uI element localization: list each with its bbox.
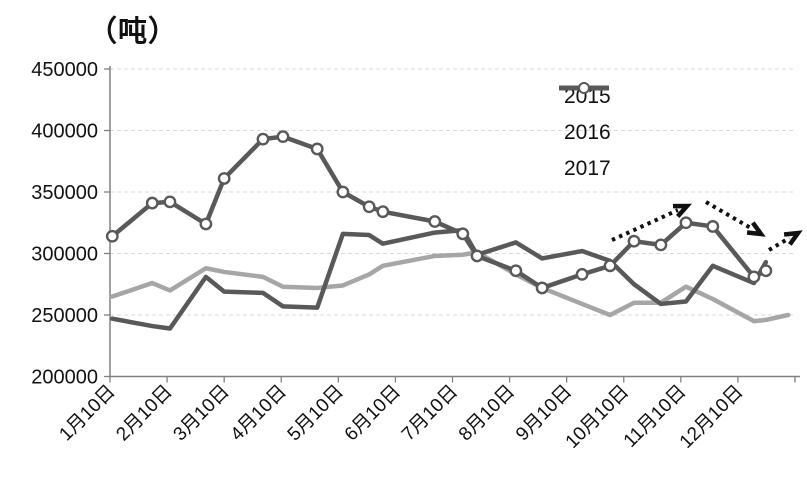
x-axis-tick-label: 5月10日 (284, 381, 348, 445)
series-2017-marker (575, 268, 589, 281)
series-2017-marker (145, 196, 159, 210)
series-2017-marker (199, 217, 213, 231)
x-axis-tick-label: 8月10日 (455, 381, 519, 445)
x-axis-tick-label: 4月10日 (227, 381, 291, 445)
x-axis-tick-label: 3月10日 (170, 381, 234, 445)
legend: 2015 2016 2017 (558, 82, 708, 184)
legend-item-2016: 2016 (558, 85, 708, 148)
series-2017-marker (376, 205, 390, 219)
x-axis-tick-label: 12月10日 (676, 381, 748, 453)
series-2017-marker (509, 264, 523, 278)
chart-title: （吨） (88, 16, 179, 48)
series-2017-marker (535, 281, 549, 295)
x-axis-tick-label: 1月10日 (55, 381, 119, 445)
legend-label-2015: 2015 (564, 85, 611, 108)
y-axis-tick-label: 350000 (31, 182, 98, 204)
series-2017-marker (654, 238, 668, 252)
series-2017-marker (470, 249, 484, 263)
series-2017-marker (679, 216, 693, 230)
y-axis-tick-label: 200000 (31, 367, 98, 389)
y-axis-tick-label: 400000 (31, 121, 98, 143)
series-2016-line (110, 227, 769, 331)
series-2017-marker (362, 200, 376, 214)
series-2017-marker (428, 215, 442, 228)
legend-swatch-2017-line-with-marker (559, 82, 609, 94)
series-2017-marker (336, 185, 350, 199)
trend-arrow-head (746, 221, 766, 237)
trend-arrow-dotted-shaft (704, 200, 754, 231)
legend-label-2017: 2017 (564, 157, 611, 180)
x-axis-tick-label: 6月10日 (341, 381, 405, 445)
y-axis-tick-label: 250000 (31, 305, 98, 327)
trend-arrow-dotted-shaft (611, 208, 679, 242)
legend-item-2017: 2017 (558, 82, 708, 184)
y-axis-tick-label: 300000 (31, 244, 98, 266)
series-2017-marker (217, 172, 231, 185)
series-2017-marker (310, 142, 324, 156)
series-2015-line (110, 250, 791, 324)
x-axis-tick-label: 10月10日 (562, 381, 634, 453)
y-axis-tick-label: 450000 (31, 59, 98, 81)
series-2017-marker (759, 264, 773, 278)
trend-arrow-head (783, 230, 803, 246)
series-2017-marker (456, 227, 470, 241)
series-2017-marker (276, 130, 290, 144)
series-2017-marker (706, 220, 720, 233)
legend-label-2016: 2016 (564, 121, 611, 144)
series-2017-marker (105, 229, 119, 243)
trend-arrow-dotted-shaft (767, 236, 791, 252)
series-2017-marker (256, 132, 270, 146)
trend-arrow-head (672, 203, 693, 218)
x-axis-tick-label: 2月10日 (112, 381, 176, 445)
series-2017-marker (627, 234, 641, 248)
series-2017-marker (603, 259, 617, 273)
series-2017-marker (163, 195, 177, 209)
x-axis-tick-label: 7月10日 (398, 381, 462, 445)
series-2017-marker (747, 270, 761, 284)
